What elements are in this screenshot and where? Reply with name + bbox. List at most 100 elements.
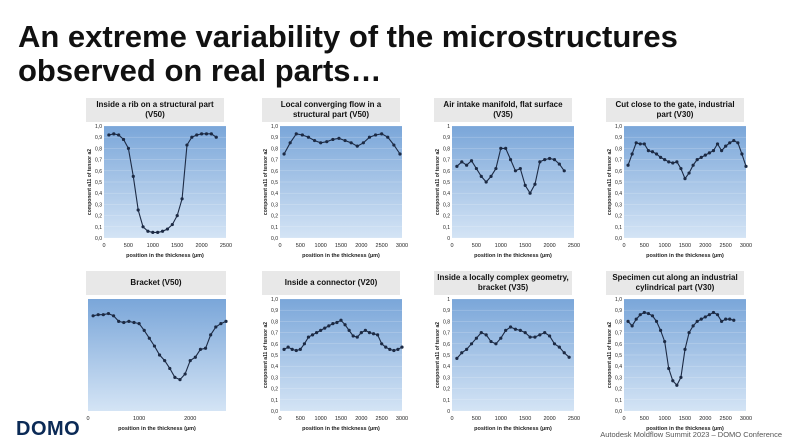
y-tick-label: 0,7 [443,158,450,164]
data-point [127,319,131,323]
data-point [538,160,542,164]
y-tick-label: 0,9 [95,135,102,141]
y-tick-label: 0,0 [615,236,622,242]
y-tick-label: 0,6 [95,169,102,175]
data-point [203,346,208,350]
chart-panel: Inside a connector (V20) 0,0 0,1 0,2 0,3 0,4 0… [262,271,408,437]
y-tick-label: 0,9 [443,135,450,141]
data-point [679,375,683,379]
x-tick-label: 1500 [335,243,347,249]
data-point [126,146,130,150]
data-point [141,225,145,229]
chart-title: Inside a connector (V20) [262,271,400,295]
x-tick-label: 0 [278,416,281,422]
data-point [294,132,298,136]
y-tick-label: 1,0 [615,124,622,130]
data-point [455,164,459,168]
data-point [384,345,388,349]
chart-panel: Bracket (V50) 0 1000 2000 position in the th… [86,271,232,437]
data-point [728,317,732,321]
data-point [386,135,390,139]
data-point [339,318,343,322]
data-point [306,335,311,339]
y-tick-label: 0,7 [95,158,102,164]
data-point [711,149,716,153]
x-tick-label: 2000 [355,416,367,422]
data-point [504,328,508,332]
x-tick-label: 0 [450,416,453,422]
data-point [137,322,141,326]
data-point [170,222,174,227]
data-point [474,166,478,171]
data-point [117,133,121,137]
data-point [219,322,223,326]
y-tick-label: 0,8 [443,319,450,325]
data-point [392,143,396,147]
y-axis-label: component a11 of tensor a2 [607,149,613,215]
data-point [683,177,687,181]
y-tick-label: 0,7 [615,158,622,164]
chart-panel: Inside a locally complex geometry, brack… [434,271,580,437]
data-point [204,132,209,136]
y-tick-label: 0,8 [615,319,622,325]
y-tick-label: 0,2 [443,214,450,220]
data-point [642,310,646,315]
x-tick-label: 1000 [315,243,327,249]
data-point [650,314,655,318]
data-point [687,331,691,335]
y-tick-label: 0,5 [443,353,450,359]
x-axis-label: position in the thickness (µm) [474,426,552,432]
data-point [306,135,311,139]
data-point [732,318,736,322]
y-tick-label: 0 [447,236,450,242]
data-point [460,351,464,355]
data-point [489,339,493,344]
data-point [659,328,663,332]
data-point [325,140,329,144]
y-axis-label: component a11 of tensor a2 [607,322,613,388]
x-tick-label: 2000 [184,416,196,422]
x-tick-label: 2500 [220,243,232,249]
data-point [460,160,464,164]
data-point [351,334,355,338]
data-point [209,132,213,136]
y-tick-label: 0,4 [615,191,622,197]
data-point [282,152,286,156]
data-point [91,314,95,318]
data-point [720,319,724,323]
x-axis-label: position in the thickness (µm) [118,426,196,432]
y-tick-label: 0,1 [271,225,278,231]
y-tick-label: 0,3 [615,375,622,381]
data-point [147,336,151,340]
data-point [282,347,286,351]
footer-text: Autodesk Moldflow Summit 2023 – DOMO Con… [600,430,782,439]
x-tick-label: 2000 [355,243,367,249]
data-point [465,347,469,351]
data-point [367,135,372,139]
data-point [200,132,204,136]
data-point [732,138,736,143]
data-point [96,313,100,317]
x-tick-label: 1500 [679,243,691,249]
data-point [513,327,518,331]
x-tick-label: 500 [124,243,133,249]
data-point [106,311,111,316]
line-chart: 0,0 0,1 0,2 0,3 0,4 0,5 0,6 0,7 0,8 0,9 1,0 compone… [607,124,752,259]
line-chart: 0 0,1 0,2 0,3 0,4 0,5 0,6 0,7 0,8 0,9 1 component a… [435,297,580,432]
data-point [107,133,111,137]
y-tick-label: 0,4 [271,191,278,197]
data-point [533,182,537,186]
data-point [667,366,671,371]
data-point [315,331,319,335]
y-tick-label: 0,6 [271,169,278,175]
y-tick-label: 0,1 [615,225,622,231]
x-tick-label: 2000 [543,243,555,249]
y-tick-label: 1,0 [95,124,102,130]
x-tick-label: 1500 [679,416,691,422]
data-point [630,152,634,156]
x-tick-label: 1500 [519,416,531,422]
data-point [634,141,638,145]
x-axis-label: position in the thickness (µm) [126,253,204,259]
data-point [663,339,667,344]
y-tick-label: 0,8 [95,146,102,152]
